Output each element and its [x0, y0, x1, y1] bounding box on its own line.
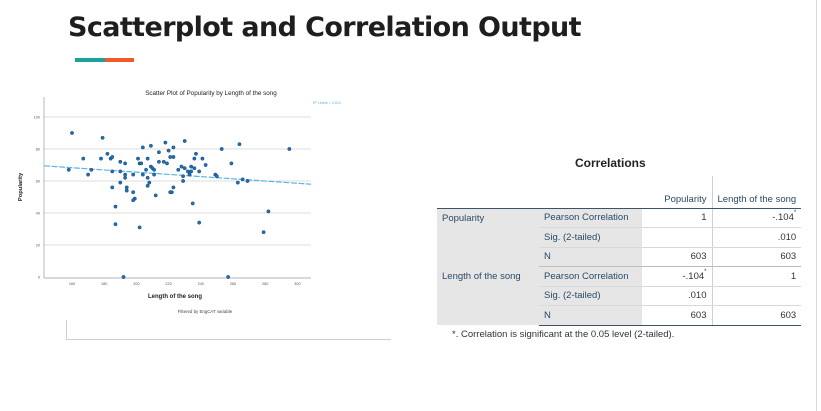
accent-teal — [75, 58, 105, 62]
slide-edge-divider — [816, 0, 817, 411]
cell-value — [712, 286, 802, 306]
correlations-table: Popularity Length of the song Popularity… — [437, 176, 802, 326]
cell-value: .010 — [642, 286, 713, 306]
y-axis-ticks: 0 20 40 60 80 100 — [34, 116, 40, 280]
row-var-length: Length of the song — [437, 266, 539, 325]
stat-label: N — [539, 305, 642, 326]
filter-note: Filtered by EngCAT variable — [178, 309, 233, 314]
table-row: Sig. (2-tailed) .010 — [437, 286, 802, 306]
cell-value — [642, 227, 713, 248]
stat-label: N — [539, 247, 642, 267]
data-points — [66, 131, 292, 279]
chart-legend: R² Linear = 0.014 — [313, 101, 341, 105]
x-axis-ticks: 160 180 200 220 240 260 280 300 — [69, 282, 301, 286]
svg-text:80: 80 — [36, 148, 40, 152]
cell-value: 1 — [642, 208, 713, 228]
stat-label: Pearson Correlation — [539, 208, 642, 228]
gridlines — [44, 116, 311, 246]
cell-value: 603 — [642, 305, 713, 326]
slide-title: Scatterplot and Correlation Output — [68, 12, 582, 43]
svg-text:100: 100 — [34, 116, 40, 120]
chart-frame-bottom — [66, 339, 391, 340]
col-header-length: Length of the song — [712, 176, 802, 209]
svg-text:220: 220 — [165, 282, 171, 286]
scatter-plot: Scatter Plot of Popularity by Length of … — [18, 90, 341, 314]
table-header-row: Popularity Length of the song — [437, 176, 802, 209]
chart-frame-left — [66, 320, 67, 339]
cell-value: 603 — [642, 247, 713, 267]
y-axis-label: Popularity — [18, 172, 24, 201]
table-row: Sig. (2-tailed) .010 — [437, 227, 802, 248]
table-row: N 603 603 — [437, 305, 802, 326]
row-var-popularity: Popularity — [437, 208, 539, 267]
table-footnote: *. Correlation is significant at the 0.0… — [452, 329, 675, 340]
correlations-title: Correlations — [575, 156, 646, 170]
stat-label: Pearson Correlation — [539, 266, 642, 287]
cell-value: -.104* — [712, 208, 802, 228]
significance-marker: * — [793, 210, 797, 217]
svg-text:40: 40 — [36, 212, 40, 216]
chart-title: Scatter Plot of Popularity by Length of … — [145, 90, 277, 97]
svg-text:300: 300 — [294, 282, 300, 286]
table-row: Popularity Pearson Correlation 1 -.104* — [437, 208, 802, 267]
x-axis-label: Length of the song — [148, 294, 202, 300]
table-row: N 603 603 — [437, 247, 802, 267]
svg-text:60: 60 — [36, 180, 40, 184]
accent-orange — [105, 58, 134, 62]
svg-text:260: 260 — [230, 282, 236, 286]
svg-text:280: 280 — [262, 282, 268, 286]
title-accent-bar — [75, 58, 134, 62]
stat-label: Sig. (2-tailed) — [539, 286, 642, 306]
cell-value: -.104* — [642, 266, 713, 287]
svg-text:180: 180 — [101, 282, 107, 286]
regression-line — [43, 165, 312, 185]
col-header-popularity: Popularity — [642, 176, 713, 209]
table-row: Length of the song Pearson Correlation -… — [437, 266, 802, 325]
svg-text:240: 240 — [198, 282, 204, 286]
svg-text:160: 160 — [69, 282, 75, 286]
cell-value: 603 — [712, 247, 802, 267]
cell-value: .010 — [712, 227, 802, 248]
svg-text:0: 0 — [38, 276, 40, 280]
stat-label: Sig. (2-tailed) — [539, 227, 642, 248]
svg-text:200: 200 — [133, 282, 139, 286]
cell-value: 603 — [712, 305, 802, 326]
significance-marker: * — [704, 268, 707, 275]
cell-value: 1 — [712, 266, 802, 287]
svg-text:20: 20 — [36, 244, 40, 248]
